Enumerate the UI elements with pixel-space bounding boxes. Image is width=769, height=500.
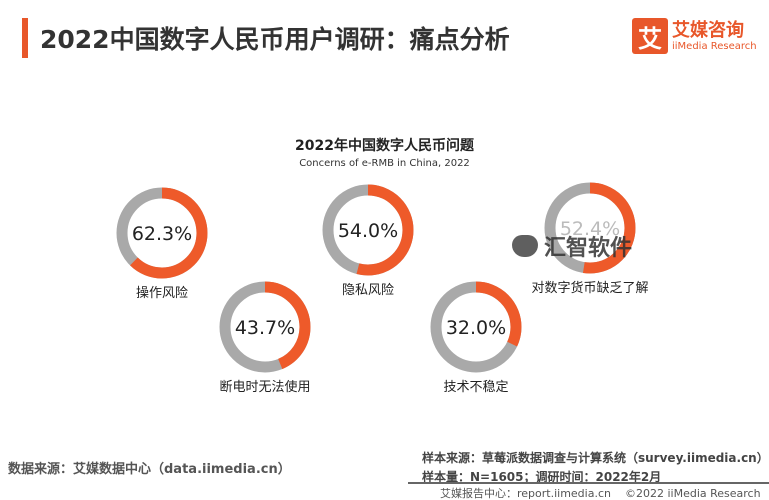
data-label: 62.3%: [132, 223, 192, 245]
category-label: 隐私风险: [342, 283, 394, 298]
page-title: 2022中国数字人民币用户调研：痛点分析: [40, 25, 510, 54]
sample-source: 样本来源：草莓派数据调查与计算系统（survey.iimedia.cn）: [422, 451, 769, 465]
data-label: 52.4%: [560, 218, 620, 240]
footer-bottom: 艾媒报告中心：report.iimedia.cn ©2022 iiMedia R…: [440, 485, 769, 500]
category-label: 技术不稳定: [443, 379, 508, 395]
logo: 艾 艾媒咨询 iiMedia Research: [632, 18, 757, 54]
logo-en: iiMedia Research: [672, 40, 757, 52]
category-label: 断电时无法使用: [219, 379, 310, 395]
donut-slice: [116, 187, 208, 279]
title-accent-bar: [22, 18, 28, 58]
logo-mark: 艾: [632, 18, 668, 54]
donut-slice: [219, 281, 311, 373]
watermark-text: 汇智软件: [544, 236, 633, 261]
donut-slice: [544, 182, 636, 274]
category-label: 操作风险: [136, 285, 188, 301]
watermark: 汇智软件: [512, 230, 632, 262]
donut-slice: [430, 281, 522, 373]
category-label: 对数字货币缺乏了解: [531, 280, 648, 296]
data-label: 43.7%: [235, 317, 295, 339]
data-label: 32.0%: [446, 317, 506, 339]
donut-slice: [322, 184, 414, 276]
divider: [408, 482, 769, 484]
copyright: ©2022 iiMedia Research Inc: [624, 487, 761, 500]
chart-title: 2022年中国数字人民币问题: [295, 138, 474, 154]
report-link[interactable]: 艾媒报告中心：report.iimedia.cn: [440, 487, 611, 500]
data-source: 数据来源：艾媒数据中心（data.iimedia.cn）: [8, 462, 291, 477]
logo-cn: 艾媒咨询: [672, 19, 744, 41]
chart-subtitle: Concerns of e-RMB in China, 2022: [299, 158, 470, 169]
sample-size: 样本量：N=1605；调研时间：2022年2月: [422, 470, 662, 484]
gamepad-icon: [512, 235, 538, 257]
data-label: 54.0%: [338, 220, 398, 242]
